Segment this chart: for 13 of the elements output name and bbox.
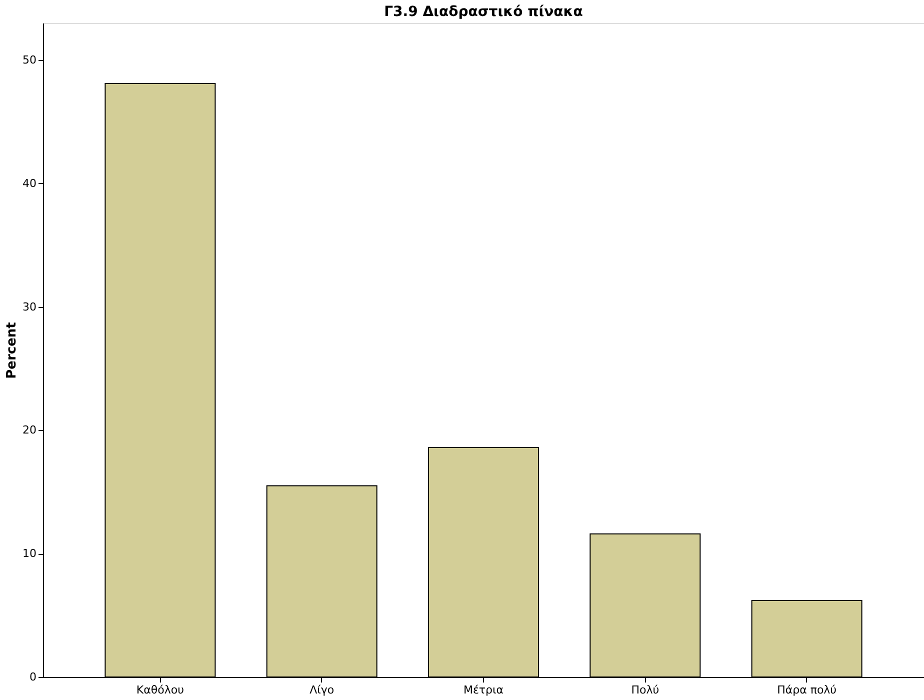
x-tick-label: Λίγο	[310, 684, 334, 696]
x-tick-label: Πολύ	[631, 684, 660, 696]
y-axis-title: Percent	[4, 322, 20, 379]
y-tick-label: 40	[22, 176, 36, 190]
chart-title: Γ3.9 Διαδραστικό πίνακα	[384, 4, 584, 20]
y-tick-label: 20	[22, 424, 36, 437]
x-tick-label: Μέτρια	[463, 684, 504, 696]
x-tick-label: Καθόλου	[136, 684, 184, 696]
y-tick-label: 50	[22, 54, 36, 67]
y-tick-label: 0	[30, 670, 36, 684]
x-tick-label: Πάρα πολύ	[777, 684, 837, 696]
y-tick-label: 10	[22, 547, 36, 560]
y-tick-label: 30	[22, 300, 36, 314]
